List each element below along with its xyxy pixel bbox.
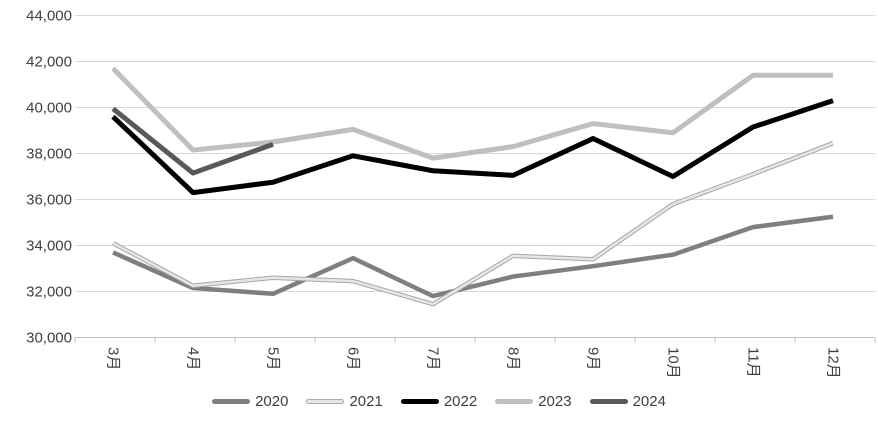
y-axis-tick-label: 40,000 — [26, 100, 72, 117]
x-axis-tick-label: 10月 — [665, 347, 682, 379]
legend-label-2020: 2020 — [255, 393, 289, 410]
y-axis-tick-label: 42,000 — [26, 54, 72, 71]
legend-label-2024: 2024 — [632, 393, 666, 410]
legend-label-2022: 2022 — [443, 393, 478, 410]
y-axis-tick-label: 38,000 — [26, 146, 72, 163]
y-axis-tick-label: 44,000 — [26, 8, 72, 25]
series-line-2020[interactable] — [112, 214, 834, 299]
legend-item-2022[interactable]: 2022 — [400, 393, 478, 410]
x-axis-tick-label: 4月 — [185, 347, 202, 370]
series-line-2022[interactable] — [111, 98, 834, 196]
legend-item-2024[interactable]: 2024 — [589, 393, 666, 410]
x-axis-tick-label: 3月 — [105, 347, 122, 370]
x-axis-tick-label: 9月 — [585, 347, 602, 370]
x-axis-tick-label: 12月 — [825, 347, 842, 379]
y-axis-tick-label: 36,000 — [26, 192, 72, 209]
legend-item-2020[interactable]: 2020 — [212, 394, 288, 409]
legend-swatch-2021 — [306, 399, 345, 404]
chart-legend: 2020 2021 2022 2023 2024 — [0, 394, 878, 409]
series-line-2023[interactable] — [111, 66, 833, 161]
legend-swatch-2020 — [212, 399, 251, 404]
legend-item-2021[interactable]: 2021 — [306, 393, 383, 410]
x-axis-tick-label: 5月 — [265, 347, 282, 370]
legend-swatch-2022 — [400, 399, 439, 404]
legend-swatch-2023 — [495, 399, 534, 404]
legend-swatch-2024 — [589, 399, 628, 404]
x-axis-tick-label: 8月 — [505, 347, 522, 370]
y-axis-tick-label: 32,000 — [26, 284, 72, 301]
legend-label-2023: 2023 — [538, 393, 572, 410]
x-axis-tick-label: 7月 — [425, 347, 442, 370]
series-line-2024[interactable] — [111, 106, 274, 176]
legend-label-2021: 2021 — [349, 393, 383, 410]
y-axis-tick-label: 34,000 — [26, 238, 72, 255]
series-line-2021[interactable] — [112, 141, 834, 306]
x-axis-tick-label: 6月 — [345, 347, 362, 370]
legend-item-2023[interactable]: 2023 — [495, 393, 572, 410]
y-axis-tick-label: 30,000 — [26, 330, 72, 347]
x-axis-tick-label: 11月 — [745, 347, 762, 378]
